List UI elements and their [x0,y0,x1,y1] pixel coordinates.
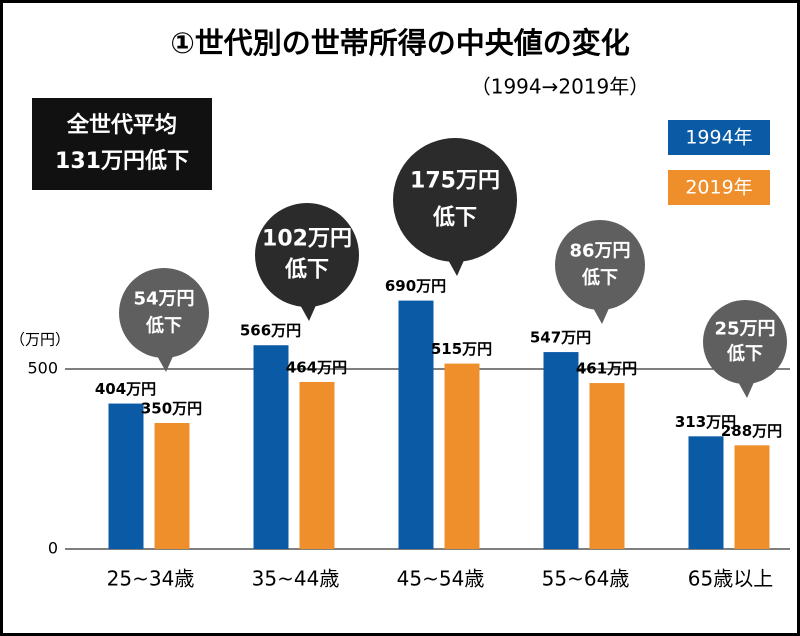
chart-title: ①世代別の世帯所得の中央値の変化 [170,26,630,60]
value-label: 350万円 [141,400,202,418]
bubble-tail [592,306,610,324]
bar [154,423,190,549]
bubble-tail [737,380,755,398]
bar [253,345,289,549]
bubble [119,268,209,358]
x-tick-label: 35~44歳 [252,567,340,591]
bubble-text: 102万円 [262,226,352,251]
value-label: 404万円 [95,380,156,398]
bubble [555,220,645,310]
chart-subtitle: （1994→2019年） [471,75,650,99]
legend-label: 2019年 [685,177,752,199]
value-label: 515万円 [431,340,492,358]
bubble-tail [447,258,465,276]
x-tick-label: 45~54歳 [397,567,485,591]
bar [543,352,579,549]
bar [398,300,434,549]
x-tick-label: 25~34歳 [107,567,195,591]
y-tick-label: 500 [27,359,58,378]
value-label: 464万円 [286,358,347,376]
callout-text: 131万円低下 [55,149,189,174]
bubble-text: 低下 [726,343,763,365]
callout-box [32,98,212,190]
bubble-text: 86万円 [569,241,630,262]
value-label: 690万円 [385,277,446,295]
y-tick-label: 0 [48,539,58,558]
bubble-tail [156,354,174,372]
bubble-text: 54万円 [133,289,194,310]
bubble [393,138,517,262]
bubble [255,203,359,307]
bubble-text: 低下 [581,267,618,289]
value-label: 566万円 [240,322,301,340]
x-tick-label: 55~64歳 [542,567,630,591]
bubble-text: 低下 [432,206,477,231]
bar [108,403,144,549]
legend-label: 1994年 [685,127,752,149]
bubble [703,300,787,384]
bar [444,363,480,549]
bubble-text: 低下 [145,315,182,337]
value-label: 547万円 [530,329,591,347]
legend-swatch [668,120,770,155]
y-axis-label: （万円） [10,331,70,349]
legend-swatch [668,170,770,205]
bar [734,445,770,549]
bubble-text: 低下 [284,258,329,283]
bubble-tail [299,303,317,321]
bar [688,436,724,549]
callout-text: 全世代平均 [66,112,177,138]
bar [299,381,335,549]
x-tick-label: 65歳以上 [688,567,773,591]
value-label: 313万円 [675,413,736,431]
bar [589,383,625,549]
bubble-text: 175万円 [410,168,500,193]
value-label: 288万円 [721,422,782,440]
bubble-text: 25万円 [714,318,775,339]
value-label: 461万円 [576,360,637,378]
